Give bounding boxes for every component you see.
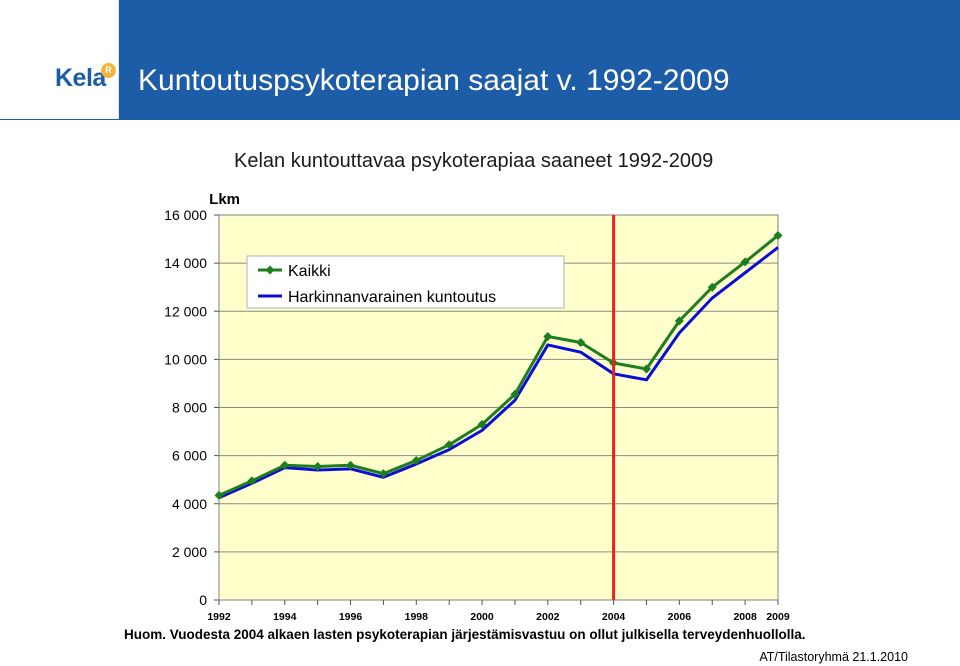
- x-tick-label: 2009: [766, 611, 790, 623]
- header-bar: Kela R Kuntoutuspsykoterapian saajat v. …: [0, 0, 960, 120]
- x-tick-label: 1998: [405, 611, 429, 623]
- x-tick-label: 2004: [602, 611, 626, 623]
- x-tick-label: 2002: [536, 611, 560, 623]
- y-tick-label: 4 000: [172, 496, 207, 512]
- data-point: [707, 282, 717, 292]
- y-tick-label: 2 000: [172, 544, 207, 560]
- y-tick-label: 14 000: [164, 255, 207, 271]
- series-line: [218, 234, 779, 497]
- data-point: [674, 316, 684, 326]
- data-point: [214, 490, 224, 500]
- series-layer: [214, 230, 783, 500]
- x-tick-label: 2008: [733, 611, 757, 623]
- series-line: [218, 246, 779, 500]
- x-tick-label: 2000: [470, 611, 494, 623]
- data-point: [280, 460, 290, 470]
- data-point: [773, 230, 783, 240]
- source-note: AT/Tilastoryhmä 21.1.2010: [759, 650, 908, 664]
- y-tick-label: 0: [199, 592, 207, 608]
- chart-legend: Kaikki Harkinnanvarainen kuntoutus: [246, 255, 565, 309]
- logo-mark-icon: R: [101, 63, 116, 78]
- legend-label: Kaikki: [288, 263, 331, 280]
- data-point: [346, 460, 356, 470]
- data-point: [510, 389, 520, 399]
- x-tick-label: 1996: [339, 611, 363, 623]
- data-point: [576, 338, 586, 348]
- x-tick-label: 2006: [668, 611, 692, 623]
- legend-label: Harkinnanvarainen kuntoutus: [288, 289, 496, 306]
- data-point: [477, 419, 487, 429]
- data-point: [313, 461, 323, 471]
- logo-panel: Kela R: [0, 0, 119, 119]
- chart-title: Kelan kuntouttavaa psykoterapiaa saaneet…: [234, 150, 714, 172]
- x-axis: 1992 1994 1996 1998 2000 2002 2004 2006 2008 2009: [207, 600, 790, 623]
- y-tick-label: 10 000: [164, 351, 207, 367]
- data-point: [411, 455, 421, 465]
- x-tick-label: 1994: [273, 611, 297, 623]
- data-point: [444, 440, 454, 450]
- data-point: [247, 476, 257, 486]
- footnote: Huom. Vuodesta 2004 alkaen lasten psykot…: [124, 627, 806, 642]
- x-tick-label: 1992: [207, 611, 231, 623]
- y-tick-label: 16 000: [164, 207, 207, 223]
- page-title: Kuntoutuspsykoterapian saajat v. 1992-20…: [138, 64, 730, 97]
- y-axis-label: Lkm: [209, 191, 240, 208]
- legend-box: [246, 255, 565, 309]
- legend-marker: [265, 265, 275, 275]
- y-tick-label: 8 000: [172, 400, 207, 416]
- data-point: [378, 469, 388, 479]
- y-tick-label: 6 000: [172, 448, 207, 464]
- kela-logo: Kela: [55, 64, 106, 92]
- y-tick-label: 12 000: [164, 303, 207, 319]
- y-axis: 0 2 000 4 000 6 000 8 000 10 000 12 000 14 000 1…: [164, 191, 240, 608]
- data-point: [543, 332, 553, 342]
- data-point: [641, 364, 651, 374]
- data-point: [740, 257, 750, 267]
